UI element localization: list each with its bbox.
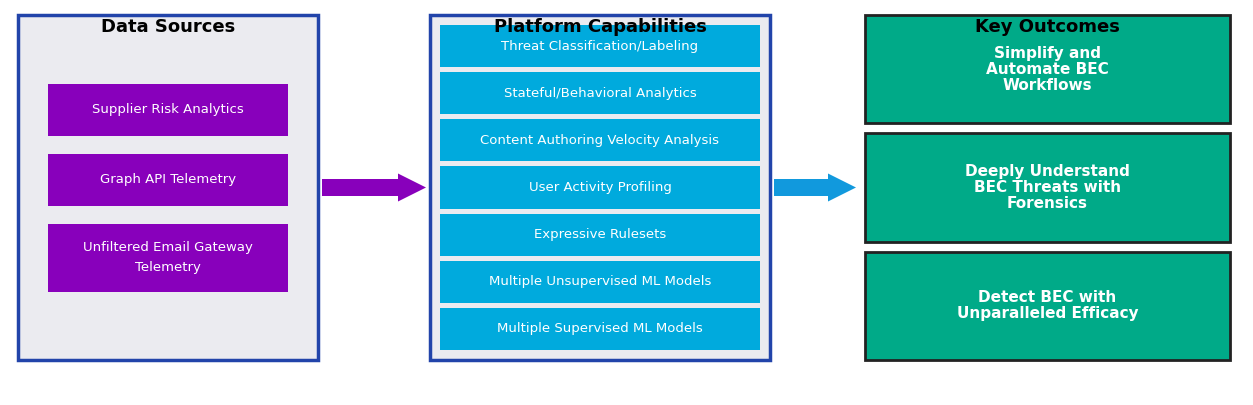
Text: User Activity Profiling: User Activity Profiling <box>529 181 672 194</box>
Bar <box>48 153 288 205</box>
Text: Detect BEC with: Detect BEC with <box>979 290 1116 305</box>
Text: Deeply Understand: Deeply Understand <box>965 164 1130 179</box>
Text: Content Authoring Velocity Analysis: Content Authoring Velocity Analysis <box>480 134 719 147</box>
Text: Data Sources: Data Sources <box>101 18 236 36</box>
Text: Multiple Unsupervised ML Models: Multiple Unsupervised ML Models <box>489 275 712 288</box>
Text: Threat Classification/Labeling: Threat Classification/Labeling <box>501 40 699 53</box>
Polygon shape <box>828 173 856 202</box>
Text: BEC Threats with: BEC Threats with <box>974 180 1121 195</box>
Text: Supplier Risk Analytics: Supplier Risk Analytics <box>93 103 244 116</box>
Text: Stateful/Behavioral Analytics: Stateful/Behavioral Analytics <box>504 87 697 100</box>
Text: Simplify and: Simplify and <box>994 46 1101 61</box>
Text: Unparalleled Efficacy: Unparalleled Efficacy <box>957 306 1138 321</box>
Bar <box>430 15 771 360</box>
Bar <box>440 119 761 162</box>
Bar <box>440 213 761 256</box>
Text: Platform Capabilities: Platform Capabilities <box>494 18 707 36</box>
Text: Multiple Supervised ML Models: Multiple Supervised ML Models <box>497 322 703 335</box>
Bar <box>440 166 761 209</box>
Polygon shape <box>398 173 426 202</box>
Bar <box>865 252 1230 360</box>
Bar <box>774 179 828 196</box>
Bar <box>18 15 318 360</box>
Text: Key Outcomes: Key Outcomes <box>975 18 1120 36</box>
Text: Expressive Rulesets: Expressive Rulesets <box>534 228 667 241</box>
Text: Telemetry: Telemetry <box>135 261 200 274</box>
Text: Graph API Telemetry: Graph API Telemetry <box>100 173 236 186</box>
Bar <box>322 179 398 196</box>
Bar <box>440 72 761 114</box>
Bar <box>48 83 288 136</box>
Bar <box>48 224 288 292</box>
Bar <box>440 25 761 67</box>
Bar <box>440 308 761 350</box>
Bar <box>865 133 1230 242</box>
Text: Forensics: Forensics <box>1007 196 1088 211</box>
Bar <box>865 15 1230 124</box>
Text: Unfiltered Email Gateway: Unfiltered Email Gateway <box>83 241 253 254</box>
Text: Workflows: Workflows <box>1002 78 1093 93</box>
Bar <box>440 261 761 303</box>
Text: Automate BEC: Automate BEC <box>986 62 1109 77</box>
